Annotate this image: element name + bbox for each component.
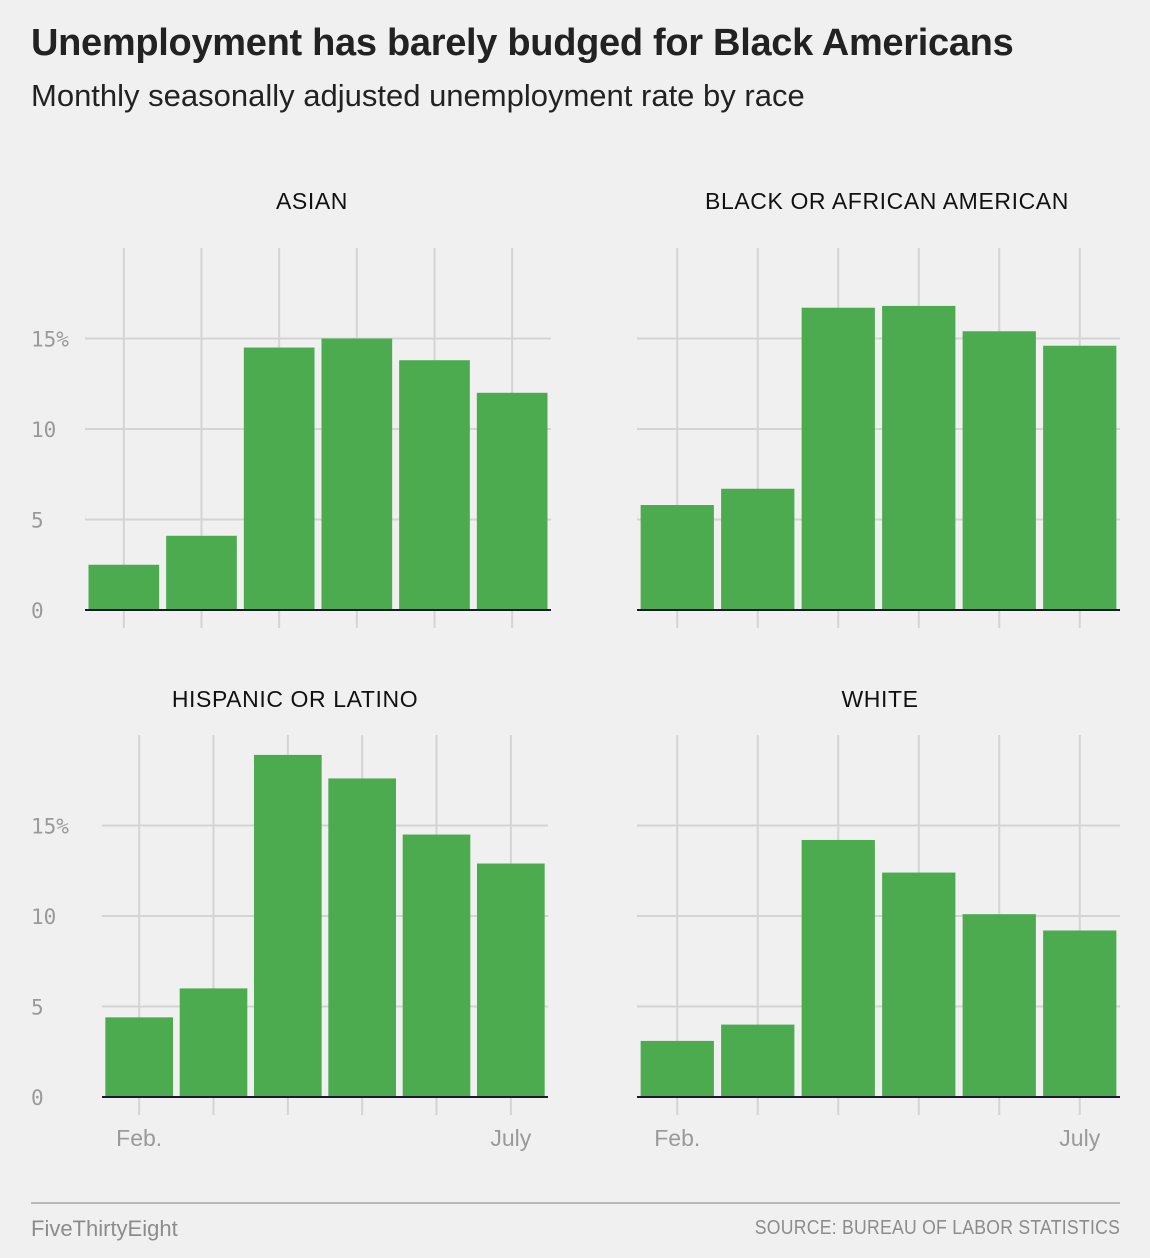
bar-6	[476, 392, 548, 610]
bar-1	[640, 1040, 714, 1097]
y-tick-label: 10	[31, 905, 56, 929]
bar-4	[328, 778, 396, 1097]
bar-4	[882, 872, 956, 1097]
x-tick-label: July	[1059, 1125, 1100, 1151]
bar-5	[399, 360, 470, 610]
y-tick-label: 0	[31, 599, 44, 623]
bar-2	[166, 535, 237, 610]
bar-6	[1043, 345, 1117, 610]
chart-subtitle: Monthly seasonally adjusted unemployment…	[31, 78, 805, 113]
x-tick-label: July	[490, 1125, 531, 1151]
brand-logo-text: FiveThirtyEight	[31, 1216, 178, 1241]
y-tick-label: 0	[31, 1086, 44, 1110]
bar-4	[321, 338, 393, 610]
y-tick-label: 15%	[31, 328, 69, 352]
panel-title: ASIAN	[276, 188, 348, 214]
y-tick-label: 15%	[31, 815, 69, 839]
y-tick-label: 5	[31, 996, 44, 1020]
bar-3	[801, 839, 875, 1097]
bar-2	[721, 1024, 795, 1097]
bar-5	[962, 331, 1036, 610]
bar-2	[179, 988, 248, 1097]
panel-title: WHITE	[841, 686, 918, 712]
bar-5	[402, 834, 471, 1097]
panel-title: HISPANIC OR LATINO	[172, 686, 418, 712]
bar-1	[640, 505, 714, 610]
chart-title: Unemployment has barely budged for Black…	[31, 22, 1014, 64]
bar-3	[254, 754, 322, 1097]
bar-1	[88, 564, 160, 610]
bar-5	[962, 914, 1036, 1097]
y-tick-label: 10	[31, 418, 56, 442]
y-tick-label: 5	[31, 509, 44, 533]
bar-2	[721, 488, 795, 610]
panel-title: BLACK OR AFRICAN AMERICAN	[705, 188, 1069, 214]
x-tick-label: Feb.	[654, 1125, 700, 1151]
bar-6	[477, 863, 545, 1097]
bar-4	[882, 305, 956, 610]
bar-1	[105, 1017, 173, 1097]
footer-divider	[31, 1202, 1120, 1204]
source-note: SOURCE: BUREAU OF LABOR STATISTICS	[754, 1217, 1120, 1239]
bar-6	[1043, 930, 1117, 1097]
x-tick-label: Feb.	[116, 1125, 162, 1151]
bar-3	[801, 307, 875, 610]
bar-3	[243, 347, 315, 610]
